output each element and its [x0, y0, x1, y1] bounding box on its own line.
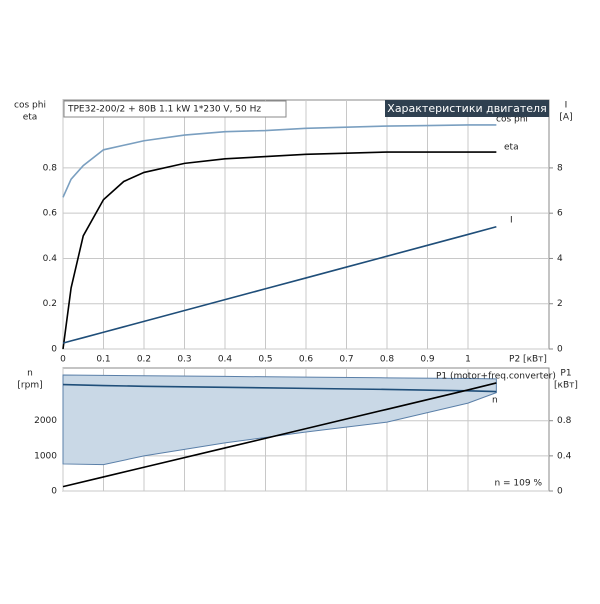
y2-tick-label: 4 [557, 254, 563, 264]
y2-tick-label: 8 [557, 163, 563, 173]
y2-tick-label: 6 [557, 209, 563, 219]
curve [62, 225, 497, 344]
y-axis-label: n [27, 369, 33, 379]
y-axis-label: eta [23, 113, 38, 123]
header: Характеристики двигателя [387, 102, 546, 115]
x-tick-label: 0.2 [137, 355, 151, 365]
y-tick-label: 0.4 [43, 254, 58, 264]
series-label: cos phi [496, 115, 528, 125]
y-tick-label: 0.8 [43, 163, 58, 173]
y-axis-label: [rpm] [17, 381, 42, 391]
series-label: P1 (motor+freq.converter) [436, 372, 556, 382]
series-label: eta [504, 143, 519, 153]
curve [62, 124, 497, 198]
y-tick-label: 0.2 [43, 299, 57, 309]
y2-tick-label: 0 [557, 345, 563, 355]
y2-tick-label: 2 [557, 299, 563, 309]
curve [62, 383, 497, 393]
y-tick-label: 1000 [34, 451, 57, 461]
x-tick-label: 0.4 [218, 355, 233, 365]
y-tick-label: 0 [51, 345, 57, 355]
x-tick-label: 0.3 [177, 355, 191, 365]
y2-axis-label: [кВт] [554, 381, 578, 391]
x-tick-label: 1 [465, 355, 471, 365]
x-axis-label: P2 [кВт] [509, 355, 547, 365]
x-tick-label: 0.1 [96, 355, 110, 365]
title-box [63, 100, 287, 118]
series-label: n [492, 396, 498, 406]
x-tick-label: 0 [60, 355, 66, 365]
x-tick-label: 0.5 [258, 355, 272, 365]
y2-axis-label: [A] [559, 113, 572, 123]
y2-tick-label: 0 [557, 487, 563, 497]
x-tick-label: 0.7 [339, 355, 353, 365]
series-label: I [510, 216, 513, 226]
header-box [385, 100, 549, 117]
curve [62, 382, 497, 488]
y2-axis-label: P1 [560, 369, 571, 379]
y-tick-label: 0.6 [43, 209, 58, 219]
y2-axis-label: I [565, 101, 568, 111]
x-tick-label: 0.6 [299, 355, 314, 365]
y-axis-label: cos phi [14, 101, 46, 111]
x-tick-label: 0.8 [380, 355, 395, 365]
x-tick-label: 0.9 [420, 355, 435, 365]
chart-title: TPE32-200/2 + 80B 1.1 kW 1*230 V, 50 Hz [67, 105, 261, 115]
y2-tick-label: 0.4 [557, 451, 572, 461]
annotation: n = 109 % [494, 479, 542, 489]
y-tick-label: 0 [51, 487, 57, 497]
y-tick-label: 2000 [34, 416, 57, 426]
curve [62, 151, 497, 350]
y2-tick-label: 0.8 [557, 416, 572, 426]
operating-range [62, 374, 497, 466]
